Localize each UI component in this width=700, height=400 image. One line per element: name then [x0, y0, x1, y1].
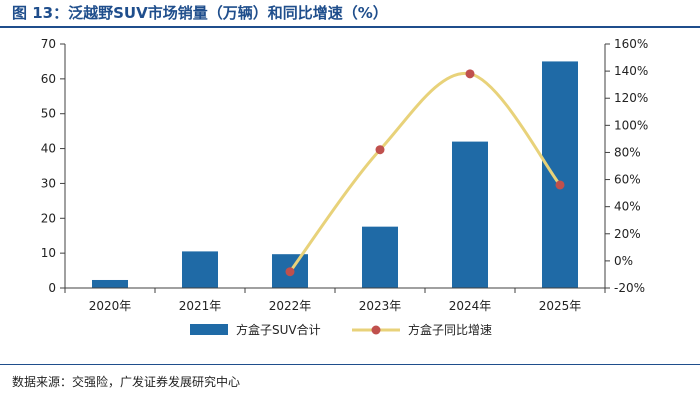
legend-bar-swatch [190, 324, 228, 335]
right-tick-label: 160% [614, 37, 648, 51]
right-tick-label: 80% [614, 145, 641, 159]
x-tick-label: 2020年 [89, 299, 132, 313]
bar-2024年 [452, 141, 488, 288]
source-note: 数据来源：交强险，广发证券发展研究中心 [12, 375, 241, 389]
bar-2025年 [542, 61, 578, 288]
right-tick-label: 40% [614, 200, 641, 214]
left-tick-label: 50 [41, 107, 56, 121]
growth-point-2025年 [555, 180, 565, 190]
left-tick-label: 0 [48, 281, 56, 295]
figure-title: 图 13：泛越野SUV市场销量（万辆）和同比增速（%） [12, 4, 388, 22]
left-tick-label: 10 [41, 246, 56, 260]
legend-line-marker [371, 325, 381, 335]
left-tick-label: 70 [41, 37, 56, 51]
axes-layer: 0 10 20 30 40 50 60 70 -20% 0% 20% 40% 60% 80% 100% 120… [41, 37, 649, 313]
right-tick-label: 20% [614, 227, 641, 241]
right-tick-label: 140% [614, 64, 648, 78]
right-tick-label: 0% [614, 254, 633, 268]
legend: 方盒子SUV合计 方盒子同比增速 [190, 322, 492, 337]
legend-line-label: 方盒子同比增速 [408, 322, 492, 337]
left-tick-label: 20 [41, 211, 56, 225]
left-tick-label: 40 [41, 142, 56, 156]
right-tick-label: 120% [614, 91, 648, 105]
right-tick-label: 60% [614, 173, 641, 187]
left-tick-label: 30 [41, 176, 56, 190]
footer-divider [0, 364, 700, 365]
legend-bar-label: 方盒子SUV合计 [236, 322, 321, 337]
line-layer [285, 69, 565, 277]
title-divider [0, 26, 700, 28]
bar-2023年 [362, 226, 398, 288]
bar-2020年 [92, 279, 128, 288]
bar-2021年 [182, 251, 218, 288]
left-tick-label: 60 [41, 72, 56, 86]
growth-point-2022年 [285, 267, 295, 277]
x-tick-label: 2023年 [359, 299, 402, 313]
bars-layer [92, 61, 578, 288]
right-tick-label: 100% [614, 118, 648, 132]
x-tick-label: 2022年 [269, 299, 312, 313]
x-tick-label: 2021年 [179, 299, 222, 313]
sales-growth-chart: 0 10 20 30 40 50 60 70 -20% 0% 20% 40% 60% 80% 100% 120… [41, 37, 649, 337]
growth-point-2023年 [375, 145, 385, 155]
x-tick-label: 2024年 [449, 299, 492, 313]
right-tick-label: -20% [614, 281, 645, 295]
growth-point-2024年 [465, 69, 475, 79]
x-tick-label: 2025年 [539, 299, 582, 313]
growth-line [288, 71, 562, 273]
